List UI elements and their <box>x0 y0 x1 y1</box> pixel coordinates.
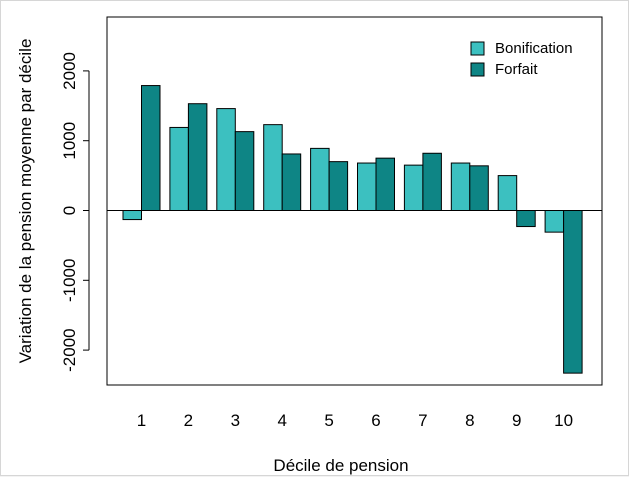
y-tick-label: -1000 <box>60 259 79 302</box>
legend-label-bonification: Bonification <box>495 40 573 57</box>
plot-border <box>106 16 603 386</box>
bar-forfait-3 <box>234 131 255 212</box>
bar-bonification-2 <box>169 126 189 211</box>
bar-forfait-6 <box>375 157 395 211</box>
bar-forfait-10 <box>563 210 583 374</box>
bar-bonification-8 <box>450 162 471 211</box>
bar-forfait-8 <box>469 165 489 212</box>
legend: Bonification Forfait <box>470 40 573 78</box>
x-tick-label: 7 <box>418 411 427 430</box>
y-tick-label: -2000 <box>60 328 79 371</box>
y-tick-label: 2000 <box>60 52 79 90</box>
bar-bonification-1 <box>122 210 142 221</box>
bar-forfait-2 <box>187 103 208 211</box>
bar-forfait-9 <box>516 210 536 228</box>
bar-bonification-7 <box>403 164 424 212</box>
bar-bonification-6 <box>357 162 377 211</box>
bar-bonification-9 <box>497 175 518 212</box>
bar-forfait-1 <box>141 85 161 211</box>
x-tick-label: 6 <box>371 411 380 430</box>
x-axis-title: Décile de pension <box>273 456 408 475</box>
y-axis-title: Variation de la pension moyenne par déci… <box>16 39 35 364</box>
bar-bonification-4 <box>263 124 283 211</box>
x-tick-label: 9 <box>512 411 521 430</box>
y-tick-label: 1000 <box>60 122 79 160</box>
y-axis: -2000 -1000 0 1000 2000 <box>60 52 90 372</box>
bar-forfait-7 <box>422 152 442 212</box>
x-tick-label: 2 <box>184 411 193 430</box>
bar-group <box>122 85 583 374</box>
x-tick-label: 4 <box>277 411 286 430</box>
x-tick-label: 1 <box>137 411 146 430</box>
legend-swatch-forfait <box>470 62 485 77</box>
legend-label-forfait: Forfait <box>495 61 538 78</box>
legend-swatch-bonification <box>470 41 485 56</box>
bar-forfait-4 <box>281 153 302 212</box>
bar-bonification-10 <box>544 210 565 233</box>
bar-forfait-5 <box>328 161 349 211</box>
x-tick-label: 3 <box>231 411 240 430</box>
x-tick-label: 5 <box>324 411 333 430</box>
x-axis: 1 2 3 4 5 6 7 8 9 10 <box>137 411 573 430</box>
x-tick-label: 8 <box>465 411 474 430</box>
bar-bonification-3 <box>216 108 236 211</box>
bar-bonification-5 <box>310 147 330 212</box>
x-tick-label: 10 <box>554 411 573 430</box>
y-tick-label: 0 <box>60 206 79 215</box>
